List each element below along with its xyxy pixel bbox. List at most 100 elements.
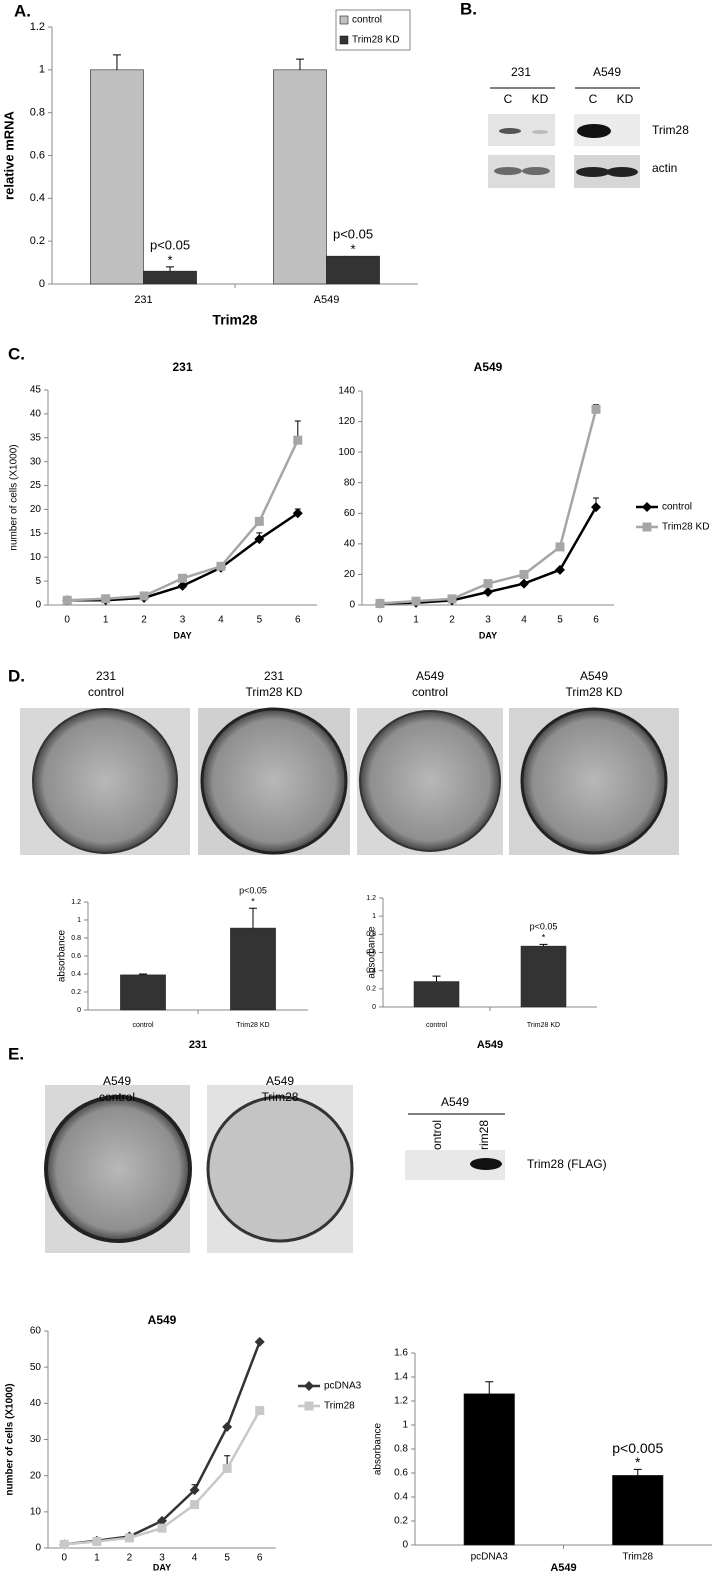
- x-tick-label: 1: [94, 1553, 100, 1564]
- dish-label: control: [99, 1090, 135, 1104]
- x-tick-label: 0: [62, 1553, 68, 1564]
- x-tick-label: 4: [192, 1553, 198, 1564]
- x-tick-label: 6: [257, 1553, 263, 1564]
- y-tick-label: 0.4: [30, 192, 45, 204]
- blot-lane: control: [430, 1120, 444, 1156]
- annotation: *: [351, 242, 356, 257]
- legend-label: control: [352, 15, 382, 26]
- point: [59, 1539, 69, 1549]
- point: [157, 1515, 167, 1526]
- blot-lane: Trim28: [477, 1120, 491, 1157]
- y-tick-label: 40: [30, 409, 42, 420]
- error-bar: [633, 1468, 642, 1476]
- x-axis-label: DAY: [479, 630, 497, 640]
- y-axis-label: absorbance: [367, 926, 378, 979]
- error-bar: [432, 975, 441, 982]
- y-tick-label: 5: [35, 576, 41, 587]
- dish-label: control: [88, 685, 124, 699]
- y-tick-label: 1.2: [71, 899, 81, 906]
- y-tick-label: 0: [77, 1007, 81, 1014]
- dish-label: A549: [266, 1074, 294, 1088]
- x-tick-label: 2: [449, 615, 455, 626]
- y-tick-label: 1.2: [394, 1396, 408, 1407]
- y-tick-label: 120: [338, 416, 355, 427]
- bar: [230, 927, 276, 1011]
- y-tick-label: 1.2: [30, 21, 45, 33]
- x-tick-label: control: [426, 1022, 447, 1029]
- line: [379, 409, 598, 605]
- point: [375, 598, 385, 608]
- blot-lane: C: [589, 92, 598, 106]
- y-tick-label: 40: [30, 1398, 42, 1409]
- annotation: *: [251, 897, 255, 907]
- y-tick-label: 10: [30, 1506, 42, 1517]
- point: [591, 404, 601, 414]
- bar: [520, 945, 567, 1008]
- y-tick-label: 0.8: [30, 107, 45, 119]
- point: [190, 1500, 200, 1510]
- point: [101, 594, 111, 604]
- y-tick-label: 40: [344, 538, 356, 549]
- y-tick-label: 30: [30, 1434, 42, 1445]
- y-tick-label: 1.6: [394, 1348, 408, 1359]
- y-tick-label: 20: [30, 504, 42, 515]
- x-tick-label: pcDNA3: [471, 1552, 509, 1563]
- point: [124, 1533, 134, 1543]
- blot-protein: Trim28 (FLAG): [527, 1157, 607, 1171]
- point: [139, 591, 149, 601]
- x-tick-label: 1: [103, 615, 109, 626]
- x-axis-label: DAY: [153, 1562, 171, 1571]
- dish-label: A549: [103, 1074, 131, 1088]
- y-tick-label: 25: [30, 480, 42, 491]
- legend-label: Trim28 KD: [662, 522, 709, 533]
- point: [157, 1523, 167, 1533]
- error-bar: [139, 973, 147, 975]
- x-tick-label: 0: [377, 615, 383, 626]
- point: [292, 508, 303, 519]
- y-tick-label: 15: [30, 528, 42, 539]
- y-tick-label: 0.2: [394, 1516, 408, 1527]
- x-tick-label: 5: [224, 1553, 230, 1564]
- y-tick-label: 10: [30, 552, 42, 563]
- point: [555, 564, 565, 575]
- x-axis-label: DAY: [173, 630, 191, 640]
- point: [62, 595, 72, 605]
- legend-swatch: [339, 35, 349, 45]
- y-tick-label: 0.8: [71, 935, 81, 942]
- annotation: p<0.05: [530, 922, 558, 932]
- dish-images: [20, 707, 679, 1253]
- blot-lane: C: [504, 92, 513, 106]
- point: [447, 594, 457, 604]
- x-tick-label: 3: [485, 615, 491, 626]
- y-axis-label: number of cells (X1000): [5, 1383, 16, 1495]
- x-tick-label: 2: [141, 615, 147, 626]
- legend-box: [335, 9, 411, 51]
- x-tick-label: 5: [257, 615, 263, 626]
- bar: [612, 1475, 664, 1546]
- legend-label: Trim28: [324, 1401, 355, 1412]
- error-bar: [485, 1381, 494, 1394]
- x-tick-label: 4: [521, 615, 527, 626]
- y-tick-label: 20: [344, 569, 356, 580]
- point: [254, 534, 265, 545]
- y-tick-label: 140: [338, 386, 355, 397]
- x-axis-label: A549: [477, 1039, 503, 1051]
- point: [519, 569, 529, 579]
- point: [304, 1401, 314, 1411]
- y-tick-label: 0: [35, 1543, 41, 1554]
- y-tick-label: 30: [30, 456, 42, 467]
- legend-swatch: [339, 15, 349, 25]
- y-tick-label: 0.2: [30, 235, 45, 247]
- blot-image: [405, 1150, 505, 1180]
- bar: [120, 974, 166, 1011]
- x-tick-label: 1: [413, 615, 419, 626]
- annotation: p<0.05: [333, 227, 373, 242]
- x-tick-label: 3: [159, 1553, 165, 1564]
- x-axis-label: Trim28: [212, 312, 257, 328]
- bar: [413, 981, 460, 1008]
- x-tick-label: Trim28 KD: [527, 1022, 560, 1029]
- dish-label: 231: [264, 669, 284, 683]
- y-tick-label: 0: [35, 600, 41, 611]
- y-tick-label: 45: [30, 385, 42, 396]
- panel-label: A.: [14, 1, 31, 20]
